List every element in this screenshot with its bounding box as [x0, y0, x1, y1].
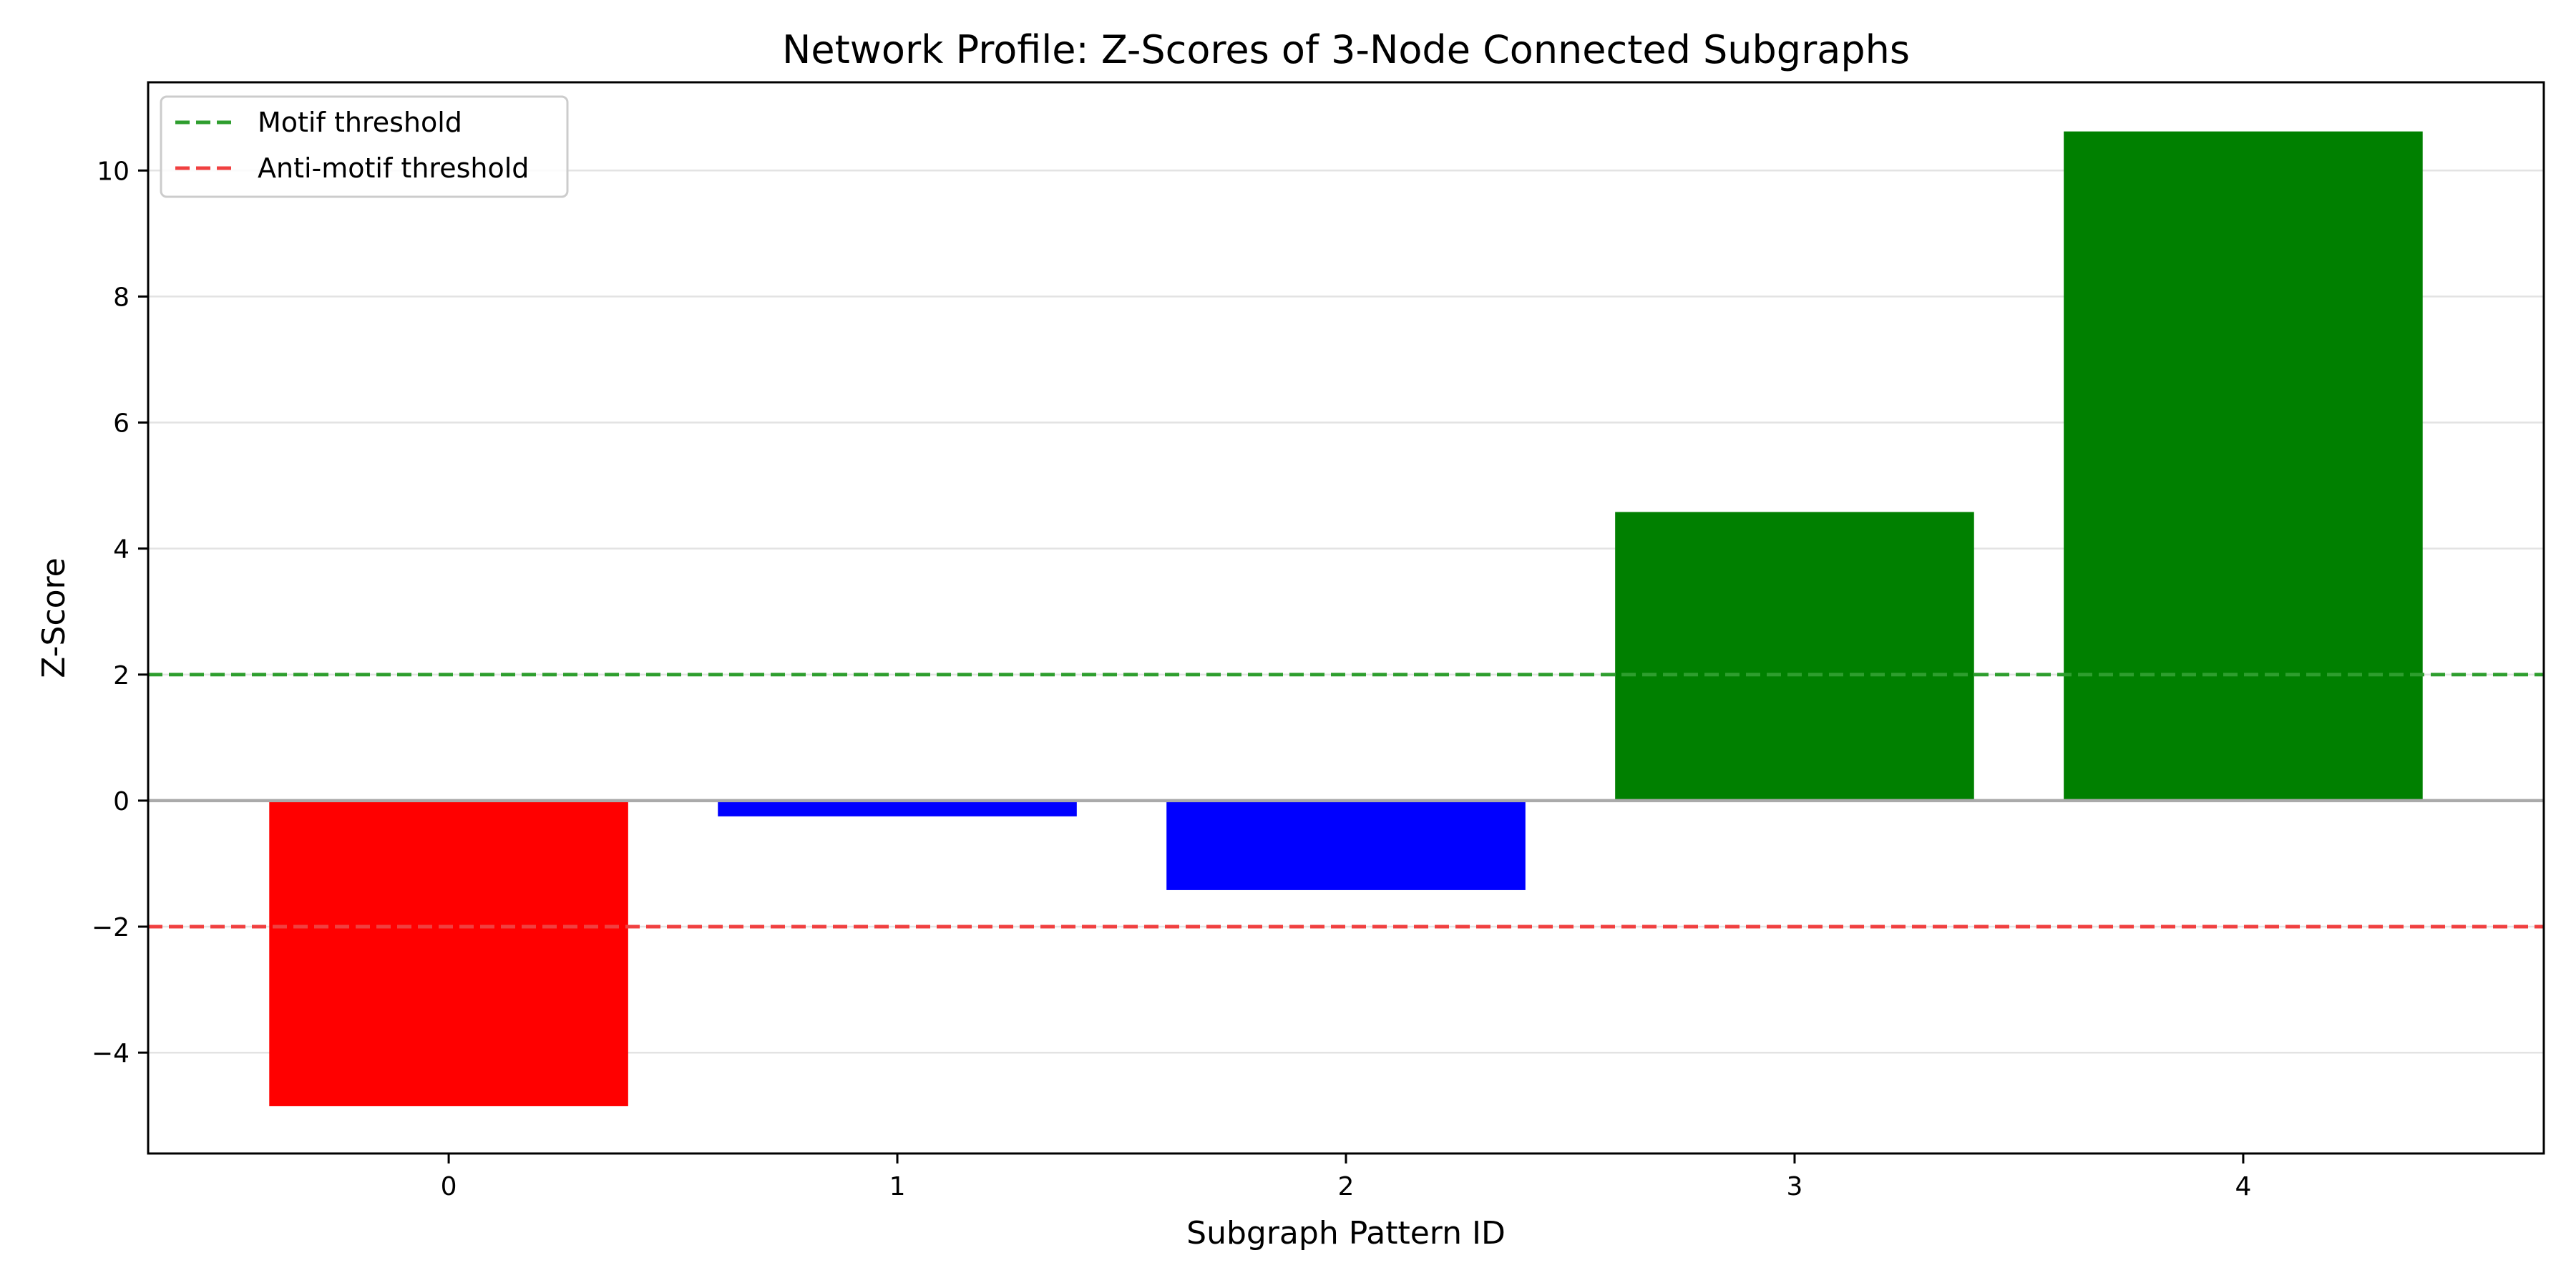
bar-4: [2064, 131, 2423, 801]
legend-box: [160, 95, 569, 198]
x-tick-label: 0: [441, 1172, 457, 1201]
x-axis-title: Subgraph Pattern ID: [1186, 1215, 1506, 1252]
bar-3: [1615, 512, 1974, 801]
y-tick-label: −4: [92, 1039, 130, 1068]
bar-2: [1166, 800, 1526, 890]
bar-1: [718, 800, 1077, 816]
chart-title: Network Profile: Z-Scores of 3-Node Conn…: [782, 27, 1910, 72]
ticks-layer: −4 −2 0 2 4 6 8 10 0 1 2 3 4: [92, 157, 2251, 1201]
y-tick-label: 6: [113, 409, 130, 439]
y-tick-label: 0: [113, 787, 130, 816]
legend-label: Anti-motif threshold: [258, 152, 529, 184]
reference-lines: [148, 673, 2544, 929]
bars-layer: [269, 131, 2423, 1106]
x-tick-label: 1: [889, 1172, 906, 1201]
y-tick-label: 4: [113, 535, 130, 565]
bar-0: [269, 800, 628, 1106]
x-tick-label: 3: [1787, 1172, 1803, 1201]
x-tick-label: 4: [2235, 1172, 2251, 1201]
y-tick-label: 8: [113, 283, 130, 312]
legend-label: Motif threshold: [258, 107, 462, 138]
y-tick-label: −2: [92, 913, 130, 942]
y-axis-title: Z-Score: [36, 557, 72, 678]
x-tick-label: 2: [1338, 1172, 1355, 1201]
y-tick-label: 10: [97, 157, 130, 186]
y-tick-label: 2: [113, 661, 130, 691]
legend: Motif threshold Anti-motif threshold: [160, 95, 569, 198]
